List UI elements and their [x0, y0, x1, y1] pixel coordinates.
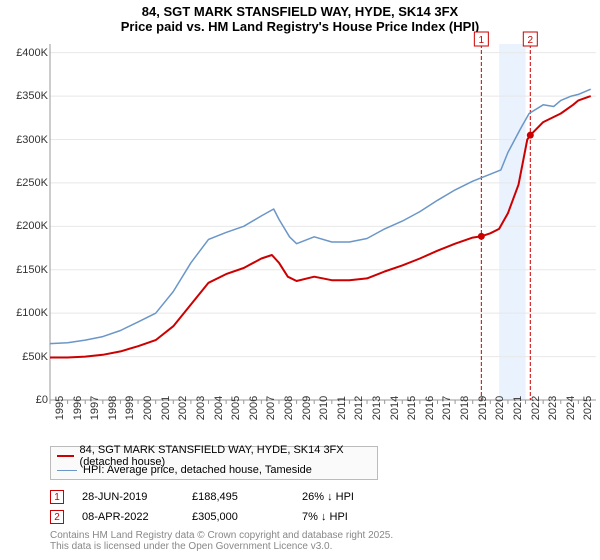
x-tick-label: 1996 — [72, 396, 84, 420]
transaction-id-2: 2 — [54, 512, 60, 523]
y-tick-label: £250K — [0, 177, 48, 189]
transaction-marker-1: 1 — [50, 490, 64, 504]
x-tick-label: 1995 — [54, 396, 66, 420]
transaction-price-2: £305,000 — [192, 511, 302, 523]
y-tick-label: £300K — [0, 134, 48, 146]
x-tick-label: 2008 — [283, 396, 295, 420]
x-tick-label: 2012 — [353, 396, 365, 420]
transaction-date-1: 28-JUN-2019 — [82, 491, 192, 503]
transaction-list: 1 28-JUN-2019 £188,495 26% ↓ HPI 2 08-AP… — [50, 488, 412, 528]
legend-swatch-hpi — [57, 470, 77, 471]
legend-row-property: 84, SGT MARK STANSFIELD WAY, HYDE, SK14 … — [57, 449, 371, 463]
x-tick-label: 2002 — [177, 396, 189, 420]
x-tick-label: 2016 — [424, 396, 436, 420]
x-tick-label: 2015 — [406, 396, 418, 420]
x-tick-label: 2010 — [318, 396, 330, 420]
legend-label-hpi: HPI: Average price, detached house, Tame… — [83, 464, 312, 476]
x-tick-label: 2001 — [160, 396, 172, 420]
x-tick-label: 2007 — [265, 396, 277, 420]
footnote-line1: Contains HM Land Registry data © Crown c… — [50, 530, 393, 541]
footnote-line2: This data is licensed under the Open Gov… — [50, 541, 393, 552]
transaction-row-1: 1 28-JUN-2019 £188,495 26% ↓ HPI — [50, 488, 412, 506]
x-tick-label: 2006 — [248, 396, 260, 420]
x-tick-label: 2003 — [195, 396, 207, 420]
x-tick-label: 2020 — [494, 396, 506, 420]
transaction-date-2: 08-APR-2022 — [82, 511, 192, 523]
footnote: Contains HM Land Registry data © Crown c… — [50, 530, 393, 552]
y-tick-label: £100K — [0, 307, 48, 319]
svg-text:1: 1 — [479, 35, 485, 46]
x-tick-label: 2000 — [142, 396, 154, 420]
legend-swatch-property — [57, 455, 74, 457]
x-tick-label: 2024 — [565, 396, 577, 420]
svg-text:2: 2 — [528, 35, 534, 46]
x-tick-label: 1997 — [89, 396, 101, 420]
transaction-price-1: £188,495 — [192, 491, 302, 503]
x-tick-label: 2014 — [389, 396, 401, 420]
chart-svg: 12 — [50, 44, 596, 400]
x-tick-label: 2009 — [301, 396, 313, 420]
chart-area: 12 £0£50K£100K£150K£200K£250K£300K£350K£… — [50, 44, 596, 400]
transaction-marker-2: 2 — [50, 510, 64, 524]
x-tick-label: 2013 — [371, 396, 383, 420]
x-tick-label: 2004 — [213, 396, 225, 420]
x-tick-label: 2019 — [477, 396, 489, 420]
y-tick-label: £200K — [0, 220, 48, 232]
chart-title-block: 84, SGT MARK STANSFIELD WAY, HYDE, SK14 … — [0, 0, 600, 34]
transaction-row-2: 2 08-APR-2022 £305,000 7% ↓ HPI — [50, 508, 412, 526]
chart-title-line1: 84, SGT MARK STANSFIELD WAY, HYDE, SK14 … — [0, 4, 600, 19]
x-tick-label: 2022 — [530, 396, 542, 420]
legend: 84, SGT MARK STANSFIELD WAY, HYDE, SK14 … — [50, 446, 378, 480]
x-tick-label: 2005 — [230, 396, 242, 420]
x-tick-label: 1999 — [124, 396, 136, 420]
y-tick-label: £150K — [0, 264, 48, 276]
transaction-id-1: 1 — [54, 492, 60, 503]
y-tick-label: £350K — [0, 90, 48, 102]
transaction-delta-1: 26% ↓ HPI — [302, 491, 412, 503]
x-tick-label: 2023 — [547, 396, 559, 420]
transaction-delta-2: 7% ↓ HPI — [302, 511, 412, 523]
x-tick-label: 2018 — [459, 396, 471, 420]
x-tick-label: 1998 — [107, 396, 119, 420]
y-tick-label: £400K — [0, 47, 48, 59]
y-tick-label: £50K — [0, 351, 48, 363]
x-tick-label: 2017 — [441, 396, 453, 420]
x-tick-label: 2025 — [582, 396, 594, 420]
x-tick-label: 2011 — [336, 396, 348, 420]
y-tick-label: £0 — [0, 394, 48, 406]
chart-title-line2: Price paid vs. HM Land Registry's House … — [0, 19, 600, 34]
x-tick-label: 2021 — [512, 396, 524, 420]
